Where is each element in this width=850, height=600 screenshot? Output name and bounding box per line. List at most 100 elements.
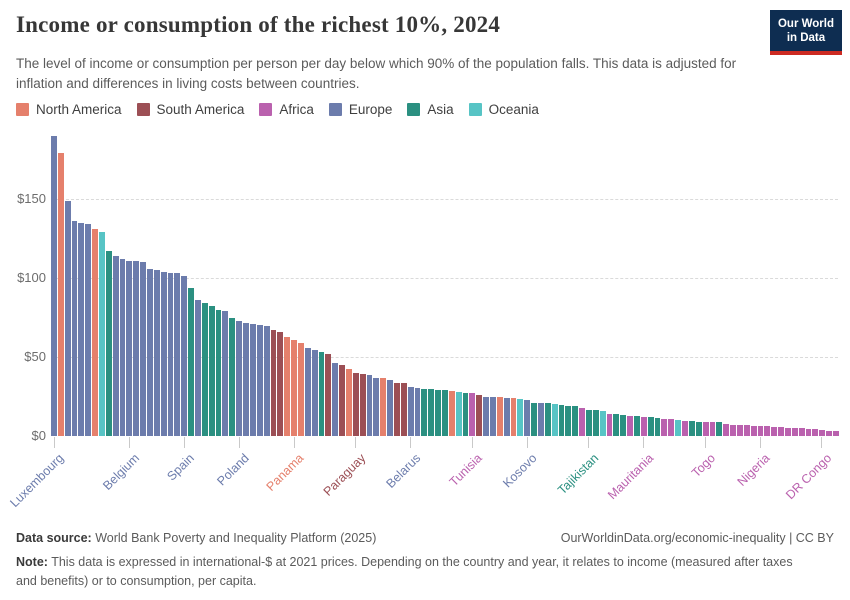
bar[interactable] [531,402,538,436]
bar[interactable] [812,429,819,436]
bar[interactable] [345,369,352,436]
bar[interactable] [496,397,503,436]
bar[interactable] [112,255,119,436]
bar[interactable] [133,261,140,436]
bar[interactable] [407,387,414,436]
bar[interactable] [688,421,695,436]
x-axis-label-togo[interactable]: Togo [688,451,718,481]
x-axis-label-luxembourg[interactable]: Luxembourg [7,451,67,511]
bar[interactable] [462,392,469,436]
bar[interactable] [64,200,71,436]
bar[interactable] [325,353,332,436]
bar[interactable] [256,325,263,436]
bar[interactable] [647,417,654,436]
bar[interactable] [284,337,291,436]
bar[interactable] [826,430,832,436]
bar[interactable] [366,375,373,436]
bar[interactable] [393,382,400,436]
bar[interactable] [359,374,366,436]
bar[interactable] [441,390,448,436]
bar[interactable] [167,272,174,436]
bar[interactable] [592,410,599,436]
bar[interactable] [819,429,826,436]
bar[interactable] [654,418,661,436]
bar[interactable] [544,403,551,436]
bar[interactable] [181,276,188,436]
bar[interactable] [352,373,359,436]
bar[interactable] [270,330,277,436]
bar[interactable] [503,397,510,436]
legend-item-eu[interactable]: Europe [328,102,392,117]
bar[interactable] [147,269,153,436]
bar[interactable] [606,414,613,436]
bar[interactable] [640,416,647,436]
bar[interactable] [318,351,325,436]
bar[interactable] [757,426,764,436]
bar[interactable] [709,421,716,436]
bar[interactable] [140,262,147,436]
bar[interactable] [599,411,606,436]
owid-link[interactable]: OurWorldinData.org/economic-inequality |… [560,531,834,545]
bar[interactable] [153,270,160,436]
bar[interactable] [435,389,441,436]
bar[interactable] [201,303,208,436]
bar[interactable] [243,323,249,436]
bar[interactable] [229,317,236,436]
bar[interactable] [304,347,311,436]
bar[interactable] [105,251,112,436]
bar[interactable] [476,394,483,436]
bar[interactable] [332,362,339,436]
bar[interactable] [236,320,243,436]
bar[interactable] [517,399,524,436]
bar[interactable] [750,425,757,436]
bar[interactable] [723,424,730,436]
bar[interactable] [380,378,387,436]
x-axis-label-panama[interactable]: Panama [263,451,307,494]
bar[interactable] [174,273,181,436]
bar[interactable] [373,377,380,436]
bar[interactable] [222,311,229,436]
bar[interactable] [736,424,743,436]
bar[interactable] [311,349,318,436]
bar[interactable] [400,383,407,436]
bar[interactable] [702,421,709,436]
x-axis-label-nigeria[interactable]: Nigeria [734,451,773,489]
bar[interactable] [414,387,421,436]
bar[interactable] [297,342,304,436]
bar[interactable] [78,222,85,436]
bar[interactable] [565,405,572,436]
bar[interactable] [510,398,517,436]
bar[interactable] [579,407,586,436]
x-axis-label-paraguay[interactable]: Paraguay [320,451,369,499]
bar[interactable] [490,397,496,436]
bar[interactable] [771,426,778,436]
bar[interactable] [682,420,688,436]
bar[interactable] [249,323,256,436]
bar[interactable] [627,415,634,436]
bar[interactable] [57,153,64,436]
bar[interactable] [538,403,544,436]
bar[interactable] [791,428,798,436]
legend-item-oc[interactable]: Oceania [468,102,539,117]
bar[interactable] [483,396,489,436]
bar[interactable] [778,427,784,436]
bar[interactable] [455,391,462,436]
x-axis-label-poland[interactable]: Poland [214,451,252,489]
bar[interactable] [51,135,57,436]
bar[interactable] [661,418,668,436]
bar[interactable] [798,428,805,436]
bar[interactable] [586,410,592,436]
bar[interactable] [339,364,345,436]
legend-item-na[interactable]: North America [16,102,122,117]
bar[interactable] [188,287,195,436]
bar[interactable] [551,403,558,436]
bar[interactable] [448,391,455,436]
owid-logo[interactable]: Our World in Data [769,10,842,55]
bar[interactable] [195,300,201,436]
bar[interactable] [421,388,428,436]
bar[interactable] [92,229,99,436]
bar[interactable] [387,379,393,436]
bar[interactable] [119,259,126,436]
bar[interactable] [805,428,812,436]
bar[interactable] [620,414,627,436]
